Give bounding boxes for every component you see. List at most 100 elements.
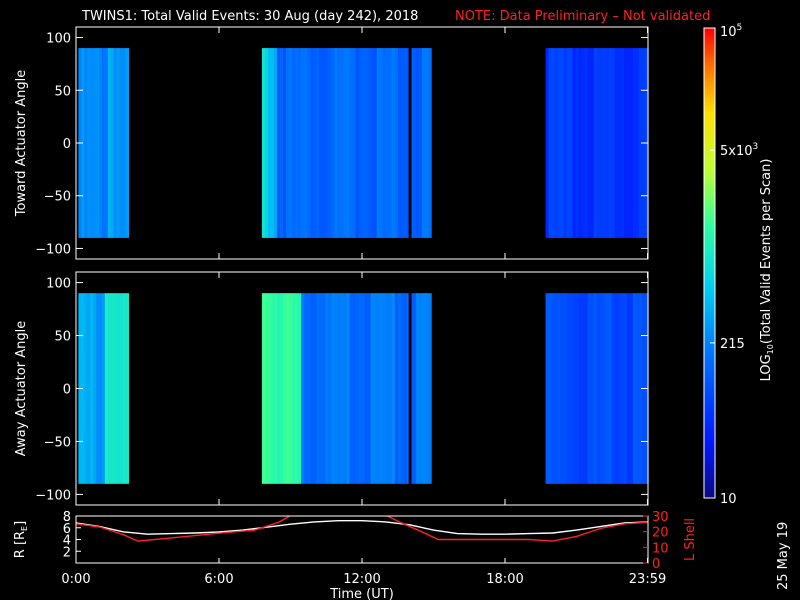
- l-shell-line: [76, 516, 648, 542]
- heatmap-cell: [593, 293, 598, 484]
- x-tick-label: 0:00: [61, 572, 90, 587]
- heatmap-cell: [337, 48, 342, 238]
- heatmap-cell: [416, 293, 420, 484]
- data-gap: [408, 293, 412, 484]
- heatmap-cell: [548, 293, 553, 484]
- heatmap-cell: [113, 48, 118, 238]
- heatmap-cell: [602, 293, 607, 484]
- heatmap-cell: [110, 48, 115, 238]
- heatmap-cell: [400, 48, 405, 238]
- y-tick-label: 50: [54, 84, 71, 99]
- heatmap-cell: [319, 293, 323, 484]
- heatmap-cell: [419, 48, 423, 238]
- heatmap-cell: [343, 48, 348, 238]
- data-gap: [408, 48, 412, 238]
- x-axis-label: Time (UT): [329, 587, 394, 600]
- heatmap-cell: [358, 48, 363, 238]
- heatmap-cell: [620, 293, 625, 484]
- y-tick-label: −50: [44, 190, 71, 205]
- heatmap-cell: [608, 48, 613, 238]
- heatmap-cell: [81, 48, 85, 238]
- heatmap-cell: [632, 293, 637, 484]
- heatmap-cell: [116, 293, 121, 484]
- heatmap-cell: [382, 293, 387, 484]
- heatmap-cell: [110, 293, 115, 484]
- heatmap-cell: [388, 48, 393, 238]
- heatmap-cell: [264, 48, 269, 238]
- heatmap-cell: [425, 293, 429, 484]
- plot-title: TWINS1: Total Valid Events: 30 Aug (day …: [81, 9, 418, 24]
- colorbar-tick-label: 215: [720, 337, 745, 352]
- heatmap-cell: [93, 293, 97, 484]
- y-tick-label: −50: [44, 435, 71, 450]
- heatmap-cell: [116, 48, 121, 238]
- heatmap-cell: [569, 48, 574, 238]
- heatmap-segment: [545, 293, 649, 484]
- heatmap-cell: [346, 293, 351, 484]
- heatmap-cell: [364, 293, 369, 484]
- heatmap-cell: [277, 293, 281, 484]
- heatmap-cell: [283, 48, 287, 238]
- heatmap-cell: [261, 48, 266, 238]
- heatmap-cell: [328, 293, 332, 484]
- heatmap-cell: [270, 293, 275, 484]
- heatmap-cell: [90, 48, 94, 238]
- heatmap-cell: [563, 48, 568, 238]
- heatmap-cell: [623, 48, 628, 238]
- heatmap-cell: [382, 48, 387, 238]
- heatmap-cell: [590, 48, 595, 238]
- heatmap-cell: [548, 48, 553, 238]
- heatmap-cell: [425, 48, 429, 238]
- heatmap-cell: [602, 48, 607, 238]
- preliminary-note: NOTE: Data Preliminary – Not validated: [455, 9, 710, 24]
- heatmap-cell: [391, 48, 396, 238]
- heatmap-cell: [367, 48, 372, 238]
- heatmap-cell: [81, 293, 85, 484]
- heatmap-cell: [310, 293, 314, 484]
- heatmap-cell: [125, 48, 130, 238]
- heatmap-cell: [364, 48, 369, 238]
- y-tick-label: 0: [63, 383, 71, 398]
- r-axis-label: R [RE]: [13, 521, 29, 558]
- heatmap-cell: [331, 48, 336, 238]
- heatmap-cell: [355, 293, 360, 484]
- heatmap-cell: [605, 48, 610, 238]
- heatmap-cell: [280, 48, 284, 238]
- heatmap-cell: [328, 48, 332, 238]
- y-tick-label: 100: [46, 32, 71, 47]
- y-tick-label-right: 10: [652, 541, 669, 556]
- heatmap-cell: [605, 293, 610, 484]
- heatmap-cell: [84, 48, 88, 238]
- heatmap-cell: [614, 48, 619, 238]
- heatmap-cell: [122, 293, 127, 484]
- heatmap-cell: [376, 48, 381, 238]
- y-tick-label-right: 0: [652, 557, 660, 572]
- colorbar-tick-label: 10: [720, 492, 737, 507]
- y-tick-label: 4: [63, 534, 71, 549]
- heatmap-cell: [98, 48, 103, 238]
- heatmap-cell: [90, 293, 94, 484]
- y-tick-label: 0: [63, 137, 71, 152]
- y-axis-label: Away Actuator Angle: [14, 321, 29, 456]
- heatmap-segment: [545, 48, 649, 238]
- y-tick-label: −100: [35, 242, 71, 257]
- heatmap-cell: [581, 293, 586, 484]
- heatmap-cell: [584, 48, 589, 238]
- heatmap-cell: [104, 48, 109, 238]
- heatmap-cell: [566, 48, 571, 238]
- heatmap-cell: [376, 293, 381, 484]
- heatmap-cell: [560, 48, 565, 238]
- heatmap-cell: [325, 293, 329, 484]
- heatmap-cell: [307, 293, 311, 484]
- heatmap-segment: [261, 48, 432, 238]
- heatmap-cell: [391, 293, 396, 484]
- heatmap-cell: [292, 48, 296, 238]
- heatmap-cell: [575, 48, 580, 238]
- heatmap-cell: [349, 293, 354, 484]
- heatmap-cell: [629, 293, 634, 484]
- heatmap-cell: [334, 293, 339, 484]
- heatmap-cell: [419, 293, 423, 484]
- date-stamp: 25 May 19: [776, 522, 791, 590]
- heatmap-cell: [578, 48, 583, 238]
